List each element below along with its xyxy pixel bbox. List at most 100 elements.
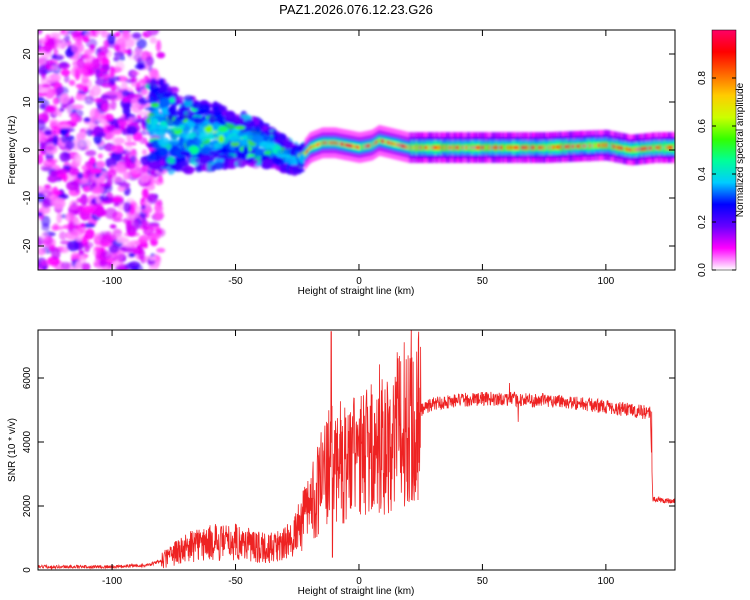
spectrogram-cell bbox=[503, 145, 505, 150]
spectrogram-cell bbox=[383, 139, 386, 144]
spectrogram-cell bbox=[403, 144, 405, 149]
spectrogram-cell bbox=[430, 145, 432, 150]
spectrogram-cell bbox=[648, 146, 650, 151]
spectrogram-cell bbox=[183, 95, 194, 102]
spectrogram-cell bbox=[334, 140, 336, 145]
spectrogram-cell bbox=[94, 232, 102, 243]
spectrogram-cell bbox=[95, 160, 106, 169]
spectrogram-cell bbox=[624, 146, 627, 151]
spectrogram-cell bbox=[337, 141, 339, 146]
spectrogram-cell bbox=[209, 150, 222, 155]
spectrogram-cell bbox=[174, 156, 187, 162]
spectrogram-cell bbox=[595, 143, 597, 148]
spectrogram-cell bbox=[538, 145, 541, 150]
spectrogram-cell bbox=[419, 145, 421, 150]
spectrogram-cell bbox=[651, 146, 653, 150]
spectrogram-cell bbox=[350, 144, 352, 148]
spectrogram-cell bbox=[584, 144, 586, 148]
spectrogram-cell bbox=[101, 250, 113, 260]
spectrogram-cell bbox=[429, 145, 431, 150]
spectrogram-cell bbox=[461, 145, 464, 150]
snr-frame bbox=[37, 329, 676, 571]
y-tick-label: 6000 bbox=[22, 366, 33, 389]
spectrogram-cell bbox=[520, 145, 523, 150]
spectrogram-cell bbox=[485, 145, 487, 150]
spectrogram-cell bbox=[490, 145, 492, 150]
spectrogram-cell bbox=[357, 145, 359, 150]
spectrogram-cell bbox=[375, 140, 378, 145]
y-tick-label: -10 bbox=[22, 190, 33, 205]
spectrogram-cell bbox=[360, 145, 363, 150]
spectrogram-cell bbox=[51, 247, 61, 260]
spectrogram-cell bbox=[63, 152, 70, 159]
spectrogram-cell bbox=[394, 142, 397, 147]
spectrogram-cell bbox=[441, 145, 444, 150]
spectrogram-cell bbox=[369, 143, 372, 148]
spectrogram-cell bbox=[40, 164, 53, 172]
spectrogram-cell bbox=[454, 145, 457, 150]
spectrogram-cell bbox=[321, 141, 323, 145]
spectrogram-cell bbox=[192, 117, 205, 125]
spectrogram-cell bbox=[549, 145, 552, 150]
spectrogram-cell bbox=[314, 143, 317, 148]
spectrogram-cell bbox=[480, 145, 482, 150]
spectrogram-cell bbox=[130, 76, 138, 84]
spectrogram-cell bbox=[90, 203, 104, 215]
spectrogram-cell bbox=[666, 145, 668, 150]
spectrogram-cell bbox=[427, 145, 429, 150]
spectrogram-cell bbox=[465, 145, 468, 150]
spectrogram-cell bbox=[351, 144, 353, 148]
spectrogram-cell bbox=[578, 144, 580, 149]
spectrogram-cell bbox=[149, 114, 155, 125]
spectrogram-cell bbox=[54, 34, 62, 45]
spectrogram-cell bbox=[537, 145, 540, 150]
spectrogram-cell bbox=[615, 145, 618, 149]
spectrogram-cell bbox=[596, 143, 598, 148]
spectrogram-cell bbox=[488, 145, 490, 150]
spectrogram-cell bbox=[636, 147, 639, 152]
spectrogram-cell bbox=[106, 125, 117, 132]
spectrogram-cell bbox=[44, 130, 52, 136]
spectrogram-cell bbox=[318, 142, 321, 146]
spectrogram-cell bbox=[38, 154, 44, 165]
spectrogram-cell bbox=[477, 145, 480, 150]
x-tick-label: 0 bbox=[356, 576, 362, 587]
spectrogram-cell bbox=[174, 149, 185, 158]
spectrogram-cell bbox=[588, 144, 590, 148]
spectrogram-cell bbox=[483, 145, 485, 150]
spectrogram-cell bbox=[71, 31, 82, 38]
spectrogram-cell bbox=[264, 131, 272, 136]
spectrogram-cell bbox=[123, 48, 132, 55]
spectrogram-cell bbox=[466, 145, 469, 150]
spectrogram-cell bbox=[390, 141, 393, 146]
spectrogram-cell bbox=[113, 51, 125, 57]
spectrogram-cell bbox=[283, 141, 291, 150]
spectrogram-cell bbox=[397, 143, 400, 147]
spectrogram-cell bbox=[655, 145, 657, 150]
spectrogram-cell bbox=[464, 145, 467, 150]
spectrogram-cell bbox=[455, 145, 458, 150]
spectrogram-cell bbox=[553, 145, 556, 150]
spectrogram-cell bbox=[128, 253, 136, 258]
spectrogram-cell bbox=[622, 146, 625, 151]
spectrogram-cell bbox=[355, 144, 357, 149]
spectrogram-cell bbox=[68, 79, 76, 86]
spectrogram-cell bbox=[40, 131, 46, 142]
spectrogram-cell bbox=[492, 145, 494, 150]
spectrogram-cell bbox=[522, 145, 525, 150]
spectrogram-cell bbox=[167, 106, 176, 115]
snr-panel: -100 -50 0 50 100 0 2000 4000 6000 Height of str… bbox=[7, 329, 676, 597]
spectrogram-cell bbox=[562, 145, 564, 149]
spectrogram-cell bbox=[440, 145, 442, 150]
x-tick-label: 0 bbox=[356, 276, 362, 287]
spectrogram-cell bbox=[471, 145, 474, 150]
spectrogram-cell bbox=[241, 160, 249, 166]
spectrogram-cell bbox=[472, 145, 475, 150]
spectrogram-cell bbox=[156, 247, 166, 253]
spectrogram-cell bbox=[640, 147, 642, 151]
colorbar-tick-label: 0.0 bbox=[697, 263, 708, 277]
spectrogram-cell bbox=[149, 256, 157, 261]
spectrogram-cell bbox=[343, 142, 345, 147]
spectrogram-cell bbox=[258, 123, 265, 129]
spectrogram-cell bbox=[360, 145, 362, 150]
